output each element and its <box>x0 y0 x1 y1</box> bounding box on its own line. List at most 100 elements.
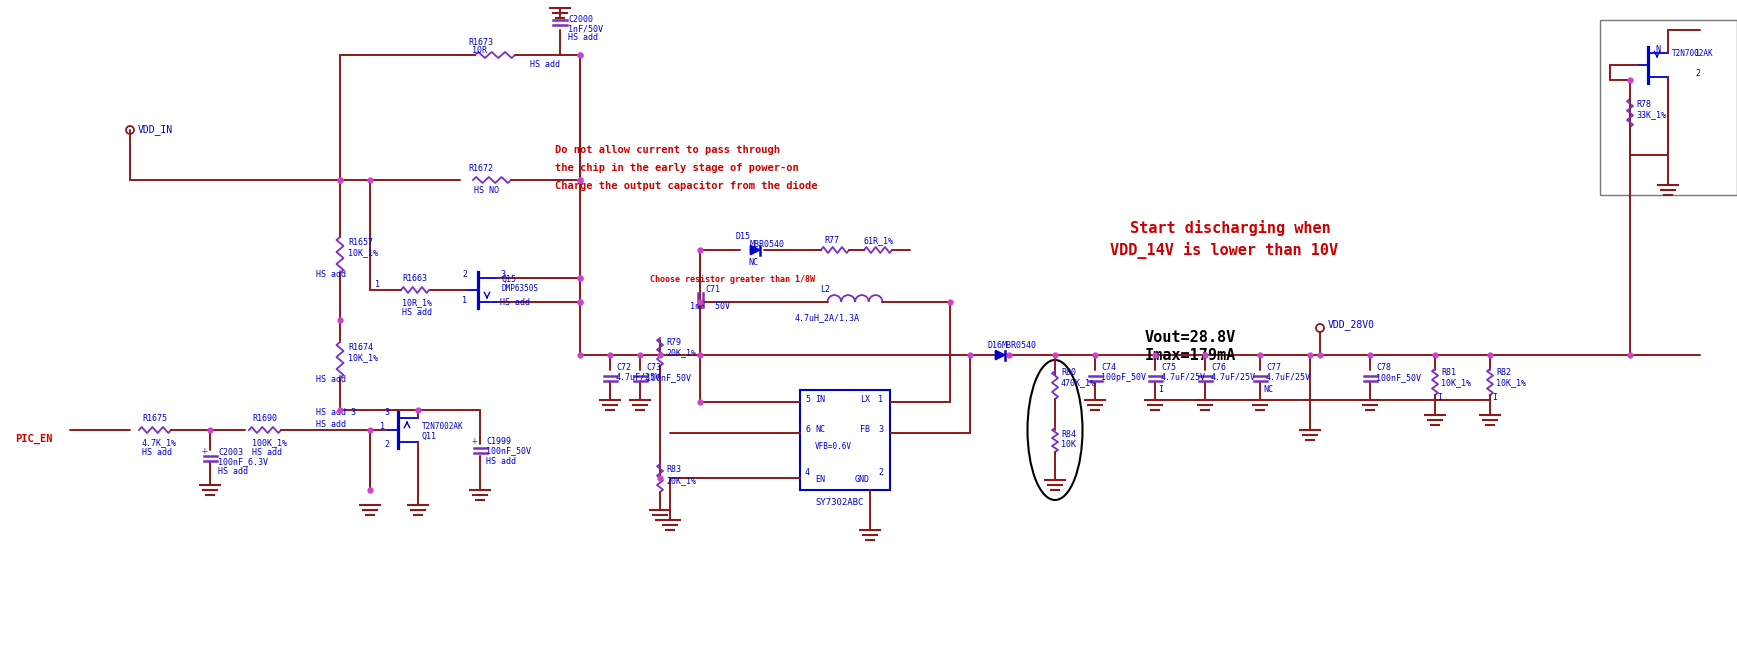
Text: HS add: HS add <box>486 457 516 466</box>
Text: HS add: HS add <box>252 448 281 457</box>
Text: 10R: 10R <box>472 46 486 55</box>
Text: 3: 3 <box>500 270 505 279</box>
Text: 4.7uF/25V: 4.7uF/25V <box>1266 373 1311 382</box>
Text: R1663: R1663 <box>401 274 427 283</box>
Text: VFB=0.6V: VFB=0.6V <box>815 442 853 451</box>
Text: R1675: R1675 <box>142 414 167 423</box>
Text: 33K_1%: 33K_1% <box>1636 110 1666 119</box>
Text: 2: 2 <box>462 270 467 279</box>
Text: +: + <box>472 436 478 446</box>
Text: 3: 3 <box>384 408 389 417</box>
Text: L2: L2 <box>820 285 830 294</box>
Text: Charge the output capacitor from the diode: Charge the output capacitor from the dio… <box>556 181 818 191</box>
Text: R82: R82 <box>1496 368 1511 377</box>
Text: Do not allow current to pass through: Do not allow current to pass through <box>556 145 780 155</box>
Text: Start discharging when: Start discharging when <box>1131 220 1331 236</box>
Text: HS add: HS add <box>530 60 559 69</box>
Text: T2N7002AK: T2N7002AK <box>1673 49 1714 58</box>
Text: PIC_EN: PIC_EN <box>16 434 52 444</box>
Polygon shape <box>750 246 759 255</box>
Text: NC: NC <box>749 258 757 267</box>
Text: LX: LX <box>860 395 870 404</box>
Text: Q11: Q11 <box>422 432 438 441</box>
Text: 100K_1%: 100K_1% <box>252 438 287 447</box>
Text: the chip in the early stage of power-on: the chip in the early stage of power-on <box>556 163 799 173</box>
Text: 1nF/50V: 1nF/50V <box>568 24 603 33</box>
Text: R79: R79 <box>665 338 681 347</box>
Text: C71: C71 <box>705 285 721 294</box>
Text: D15: D15 <box>735 232 750 241</box>
Text: 2: 2 <box>1695 69 1701 78</box>
Text: 100nF_50V: 100nF_50V <box>486 446 532 455</box>
Text: Q15: Q15 <box>502 275 518 284</box>
Text: R1672: R1672 <box>467 164 493 173</box>
Bar <box>801 390 889 490</box>
Text: C74: C74 <box>1101 363 1115 372</box>
Text: 20K_1%: 20K_1% <box>665 476 697 485</box>
Text: R80: R80 <box>1061 368 1075 377</box>
Text: 10K: 10K <box>1061 440 1075 449</box>
Text: C72: C72 <box>617 363 631 372</box>
Text: C73: C73 <box>646 363 662 372</box>
Text: R77: R77 <box>823 236 839 245</box>
Text: R1657: R1657 <box>347 238 373 247</box>
Text: 2: 2 <box>384 440 389 449</box>
Text: IN: IN <box>815 395 825 404</box>
Text: DMP6350S: DMP6350S <box>502 284 538 293</box>
Text: N: N <box>1655 45 1661 54</box>
Text: FB: FB <box>860 425 870 434</box>
Text: I: I <box>1159 385 1164 394</box>
Text: HS add: HS add <box>219 467 248 476</box>
Text: 10K_1%: 10K_1% <box>347 248 379 257</box>
Text: 1nF  50V: 1nF 50V <box>690 302 730 311</box>
Text: Choose resistor greater than 1/8W: Choose resistor greater than 1/8W <box>650 275 815 284</box>
Text: HS add: HS add <box>142 448 172 457</box>
Text: MBR0540: MBR0540 <box>750 240 785 249</box>
Text: 6: 6 <box>804 425 809 434</box>
Text: R83: R83 <box>665 465 681 474</box>
Text: HS NO: HS NO <box>474 186 499 195</box>
Text: 10K_1%: 10K_1% <box>1442 378 1471 387</box>
Text: 1: 1 <box>1695 49 1701 58</box>
Text: 10R_1%: 10R_1% <box>401 298 433 307</box>
Polygon shape <box>995 350 1004 360</box>
Text: 5: 5 <box>804 395 809 404</box>
Text: HS add: HS add <box>500 298 530 307</box>
Text: R1674: R1674 <box>347 343 373 352</box>
Text: HS add: HS add <box>316 270 346 279</box>
Text: C2003: C2003 <box>219 448 243 457</box>
Text: NC: NC <box>1263 385 1273 394</box>
Text: C2000: C2000 <box>568 15 592 24</box>
Text: 3: 3 <box>877 425 882 434</box>
Text: 2: 2 <box>877 468 882 477</box>
Text: VDD_28V0: VDD_28V0 <box>1329 319 1376 330</box>
Text: R81: R81 <box>1442 368 1456 377</box>
Text: Imax=179mA: Imax=179mA <box>1145 348 1237 363</box>
Text: +: + <box>201 446 208 456</box>
Text: VDD_14V is lower than 10V: VDD_14V is lower than 10V <box>1110 242 1337 259</box>
Text: GND: GND <box>855 475 870 484</box>
Text: R1673: R1673 <box>467 38 493 47</box>
Text: 100nF_6.3V: 100nF_6.3V <box>219 457 267 466</box>
Text: 1: 1 <box>462 296 467 305</box>
Text: NC: NC <box>815 425 825 434</box>
Text: MBR0540: MBR0540 <box>1002 341 1037 350</box>
Text: C1999: C1999 <box>486 437 511 446</box>
Text: 10K_1%: 10K_1% <box>347 353 379 362</box>
Text: 4.7uF/25V: 4.7uF/25V <box>1211 373 1256 382</box>
Text: HS add: HS add <box>316 408 346 417</box>
Text: 100nF_50V: 100nF_50V <box>646 373 691 382</box>
Text: HS add: HS add <box>568 33 598 42</box>
Text: 1: 1 <box>380 422 386 431</box>
Text: R78: R78 <box>1636 100 1650 109</box>
Text: 1: 1 <box>877 395 882 404</box>
Text: C78: C78 <box>1376 363 1391 372</box>
Text: C77: C77 <box>1266 363 1280 372</box>
Text: I: I <box>1492 393 1497 402</box>
Text: 4.7uH_2A/1.3A: 4.7uH_2A/1.3A <box>796 313 860 322</box>
Text: 100nF_50V: 100nF_50V <box>1376 373 1421 382</box>
Text: 10K_1%: 10K_1% <box>1496 378 1527 387</box>
Text: 1: 1 <box>375 280 380 289</box>
Text: Vout=28.8V: Vout=28.8V <box>1145 330 1237 345</box>
Text: I: I <box>1436 393 1442 402</box>
